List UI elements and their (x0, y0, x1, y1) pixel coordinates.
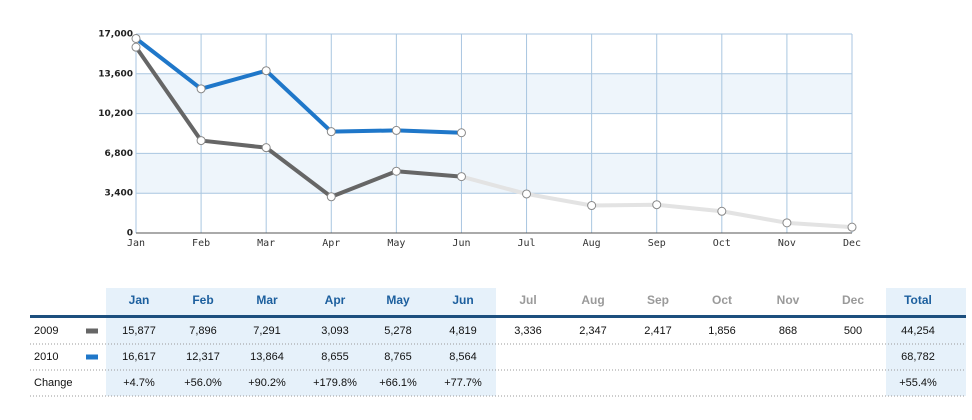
data-point (196, 136, 206, 146)
table-value: 8,655 (321, 351, 349, 363)
x-tick-label: Jan (127, 238, 145, 249)
x-tick-label: Apr (322, 238, 340, 249)
table-change: +77.7% (444, 377, 482, 389)
y-tick-label: 17,000 (98, 30, 133, 40)
x-tick-label: Jul (518, 238, 536, 249)
table-header: Jul (519, 293, 536, 307)
y-tick-label: 13,600 (98, 69, 133, 79)
table-value: 500 (844, 325, 862, 337)
table-header: Apr (325, 293, 346, 307)
data-point (391, 125, 401, 135)
table-value: 2,417 (644, 325, 672, 337)
table-value: 4,819 (449, 325, 477, 337)
x-tick-label: Sep (648, 238, 666, 249)
y-tick-label: 3,400 (105, 189, 133, 199)
y-tick-label: 6,800 (105, 149, 133, 159)
y-tick-label: 0 (127, 229, 133, 239)
table-value: 7,291 (253, 325, 281, 337)
table-total: 68,782 (901, 351, 935, 363)
table-change: +90.2% (248, 377, 286, 389)
row-label: 2009 (34, 325, 58, 337)
table-header: Jun (452, 293, 473, 307)
row-label: Change (34, 377, 73, 389)
table-header: Oct (712, 293, 732, 307)
x-tick-label: Oct (713, 238, 731, 249)
data-point (261, 143, 271, 153)
table-value: 8,765 (384, 351, 412, 363)
table-value: 2,347 (579, 325, 607, 337)
table-value: 5,278 (384, 325, 412, 337)
table-header: Sep (647, 293, 669, 307)
table-header: Nov (777, 293, 800, 307)
series-line (134, 46, 462, 199)
table-change: +179.8% (313, 377, 357, 389)
x-tick-label: Mar (257, 238, 275, 249)
data-point (131, 33, 141, 43)
data-point (456, 172, 466, 182)
table-change: +56.0% (184, 377, 222, 389)
data-point (522, 189, 532, 199)
x-tick-label: Jun (452, 238, 470, 249)
data-point (391, 166, 401, 176)
plot-band (136, 73, 852, 114)
y-tick-label: 10,200 (98, 109, 133, 119)
x-tick-label: Feb (192, 238, 210, 249)
data-point (196, 84, 206, 94)
data-point (261, 66, 271, 76)
table-value: 12,317 (186, 351, 220, 363)
x-tick-label: May (387, 238, 405, 249)
data-point (847, 222, 857, 232)
data-point (652, 200, 662, 210)
data-point (782, 218, 792, 228)
series-line (134, 36, 462, 135)
plot-bands (136, 73, 852, 194)
table-header: May (386, 293, 410, 307)
table-total: 44,254 (901, 325, 935, 337)
table-value: 868 (779, 325, 797, 337)
table-header: Dec (842, 293, 864, 307)
table-highlight (886, 288, 966, 396)
legend-swatch (86, 328, 98, 334)
data-point (456, 128, 466, 138)
table-header: Mar (256, 293, 278, 307)
x-tick-label: Nov (778, 238, 796, 249)
table-highlight (106, 288, 496, 396)
table-header: Jan (129, 293, 150, 307)
x-tick-label: Dec (843, 238, 861, 249)
legend-swatch (86, 354, 98, 360)
table-value: 3,093 (321, 325, 349, 337)
table-value: 8,564 (449, 351, 477, 363)
table-value: 1,856 (708, 325, 736, 337)
table-header: Feb (192, 293, 213, 307)
x-tick-label: Aug (583, 238, 601, 249)
table-change: +55.4% (899, 377, 937, 389)
table-header: Aug (581, 293, 604, 307)
data-point (326, 127, 336, 137)
table-value: 15,877 (122, 325, 156, 337)
table-value: 16,617 (122, 351, 156, 363)
data-point (131, 42, 141, 52)
table-change: +4.7% (123, 377, 155, 389)
table-value: 3,336 (514, 325, 542, 337)
data-point (587, 201, 597, 211)
data-point (326, 192, 336, 202)
table-value: 13,864 (250, 351, 284, 363)
data-point (717, 206, 727, 216)
header-rule (30, 315, 966, 318)
table-value: 7,896 (189, 325, 217, 337)
table-header: Total (904, 293, 932, 307)
row-label: 2010 (34, 351, 58, 363)
table-change: +66.1% (379, 377, 417, 389)
